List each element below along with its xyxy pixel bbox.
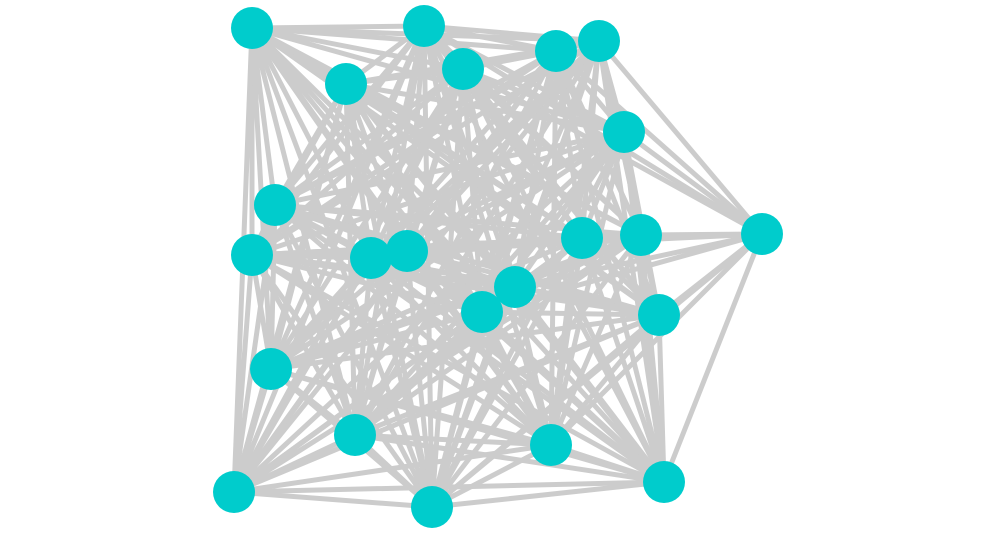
- node: [442, 48, 484, 90]
- node: [561, 217, 603, 259]
- edge: [638, 232, 667, 485]
- edge: [429, 312, 662, 510]
- edge: [268, 235, 585, 372]
- edge: [479, 309, 667, 485]
- edge: [429, 309, 485, 510]
- edge: [231, 248, 410, 495]
- edge: [429, 442, 554, 510]
- edge: [661, 231, 765, 485]
- edge: [429, 284, 518, 510]
- node: [231, 234, 273, 276]
- node: [620, 214, 662, 256]
- edge: [621, 129, 765, 237]
- edge: [512, 231, 765, 290]
- node: [250, 348, 292, 390]
- edge: [272, 66, 466, 208]
- node: [638, 294, 680, 336]
- edge: [656, 312, 667, 485]
- node: [325, 63, 367, 105]
- edge: [231, 489, 435, 510]
- node: [535, 30, 577, 72]
- node: [231, 7, 273, 49]
- edge: [404, 129, 627, 254]
- edge: [548, 312, 662, 448]
- edge: [249, 252, 667, 485]
- edge: [249, 252, 662, 318]
- node: [350, 237, 392, 279]
- edge: [512, 284, 667, 485]
- edge: [268, 312, 662, 372]
- node: [411, 486, 453, 528]
- edge: [479, 309, 554, 448]
- edge: [231, 479, 667, 495]
- edge: [343, 81, 410, 254]
- node: [403, 5, 445, 47]
- edge: [231, 312, 662, 495]
- edge: [352, 432, 554, 448]
- node: [254, 184, 296, 226]
- edge: [460, 66, 627, 135]
- edge: [268, 309, 485, 372]
- node: [643, 461, 685, 503]
- edge: [231, 309, 485, 495]
- nodes: [213, 5, 783, 528]
- edge: [429, 479, 667, 510]
- edge: [268, 38, 602, 372]
- node: [334, 414, 376, 456]
- edge: [231, 366, 274, 495]
- edge: [460, 66, 644, 238]
- edge: [231, 442, 554, 495]
- node: [213, 471, 255, 513]
- edge: [249, 25, 466, 72]
- node: [386, 230, 428, 272]
- edge: [352, 309, 485, 438]
- edge: [352, 248, 410, 438]
- edge: [479, 309, 662, 318]
- node: [461, 291, 503, 333]
- edge: [343, 81, 585, 241]
- node: [741, 213, 783, 255]
- node: [494, 266, 536, 308]
- edge: [512, 284, 662, 318]
- edge: [553, 48, 765, 237]
- edge: [343, 81, 627, 135]
- edges: [231, 23, 765, 510]
- edge: [231, 432, 358, 495]
- edge: [249, 252, 358, 438]
- node: [530, 424, 572, 466]
- edge: [231, 252, 255, 495]
- edge: [352, 432, 667, 485]
- node: [578, 20, 620, 62]
- edge: [231, 232, 644, 495]
- edge: [268, 255, 374, 372]
- node: [603, 111, 645, 153]
- edge: [596, 38, 765, 237]
- edge: [272, 129, 627, 208]
